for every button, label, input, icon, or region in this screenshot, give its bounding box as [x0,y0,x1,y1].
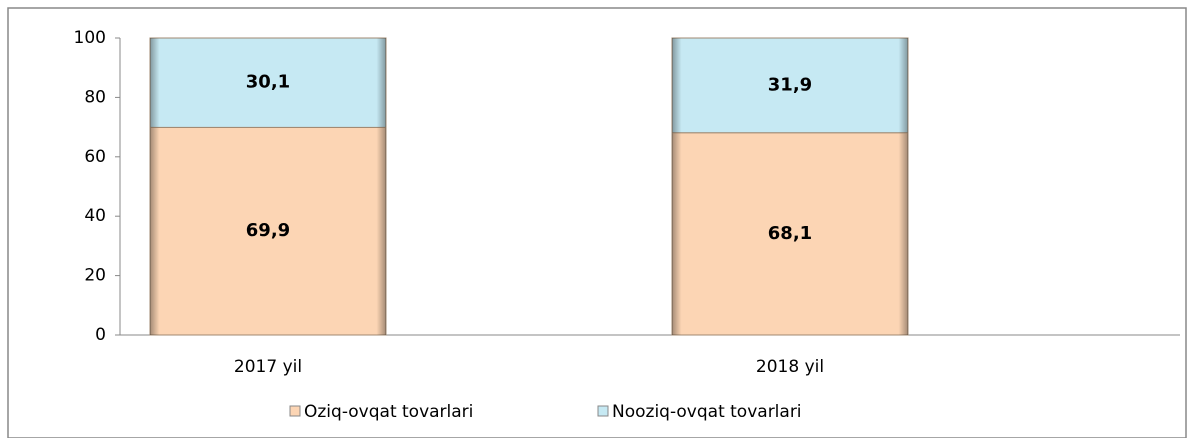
y-tick-label: 40 [84,206,106,226]
value-label: 68,1 [768,223,812,244]
bar-bevel [150,38,386,128]
x-tick-label: 2017 yil [234,357,302,377]
bar-bevel [150,127,386,335]
value-label: 31,9 [768,74,812,95]
y-tick-label: 80 [84,87,106,107]
y-tick-label: 60 [84,147,106,167]
bar-bevel [672,132,908,335]
bar-bevel [672,38,908,133]
value-label: 30,1 [246,72,290,93]
legend-swatch [597,405,609,417]
legend-label: Oziq-ovqat tovarlari [304,402,473,422]
value-label: 69,9 [246,220,290,241]
y-tick-label: 20 [84,266,106,286]
y-tick-label: 0 [95,325,106,345]
x-tick-label: 2018 yil [756,357,824,377]
legend-swatch [289,405,301,417]
frame [7,7,1187,438]
legend-label: Nooziq-ovqat tovarlari [612,402,802,422]
y-tick-label: 100 [74,28,106,48]
